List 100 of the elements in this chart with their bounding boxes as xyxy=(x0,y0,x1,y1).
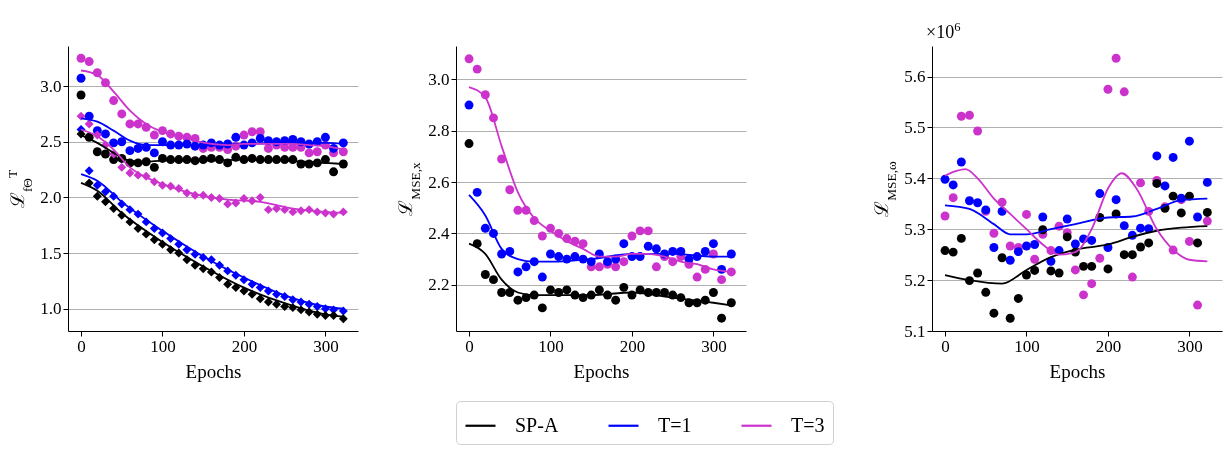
point xyxy=(1168,191,1178,201)
point xyxy=(1062,214,1072,224)
point xyxy=(562,285,572,295)
point xyxy=(700,246,710,256)
point xyxy=(84,57,94,67)
y-tick-label: 3.0 xyxy=(40,76,62,96)
point xyxy=(692,272,702,282)
point xyxy=(1136,223,1146,233)
point xyxy=(464,54,474,64)
point xyxy=(1103,84,1113,94)
point xyxy=(117,137,127,147)
point xyxy=(84,166,94,176)
point xyxy=(513,295,523,305)
x-tick-label: 0 xyxy=(465,336,474,356)
point xyxy=(247,127,257,137)
point xyxy=(125,168,135,178)
point xyxy=(989,243,999,252)
point xyxy=(320,132,330,142)
point xyxy=(1087,235,1097,245)
point xyxy=(594,285,604,295)
point xyxy=(263,297,273,307)
point xyxy=(651,244,661,254)
point xyxy=(117,162,127,172)
point xyxy=(1193,300,1203,310)
point xyxy=(84,119,94,129)
point xyxy=(1013,293,1023,303)
point xyxy=(133,119,143,129)
point xyxy=(611,295,621,305)
point xyxy=(717,313,727,323)
point xyxy=(1136,242,1146,252)
point xyxy=(472,187,482,197)
point xyxy=(1202,216,1212,226)
legend-label: T=3 xyxy=(791,413,825,436)
point xyxy=(1202,207,1212,217)
point xyxy=(635,226,645,236)
point xyxy=(997,253,1007,263)
x-tick-label: 200 xyxy=(619,336,646,356)
point xyxy=(117,109,127,119)
point xyxy=(627,231,637,241)
point xyxy=(1030,265,1040,275)
point xyxy=(464,139,474,149)
point xyxy=(537,272,547,282)
y-tick-label: 2.6 xyxy=(428,172,450,192)
point xyxy=(1160,181,1170,191)
point xyxy=(956,233,966,243)
point xyxy=(125,119,135,129)
point xyxy=(546,285,555,295)
x-tick-label: 200 xyxy=(1095,336,1122,356)
point xyxy=(505,288,515,297)
point xyxy=(505,185,515,195)
point xyxy=(965,196,974,206)
point xyxy=(1152,151,1162,161)
x-tick-label: 100 xyxy=(150,336,176,356)
point xyxy=(708,239,718,249)
point xyxy=(594,262,604,272)
x-axis-title: Epochs xyxy=(185,360,242,382)
point xyxy=(1111,53,1121,63)
point xyxy=(546,249,555,259)
point xyxy=(92,147,102,157)
point xyxy=(497,288,507,297)
point xyxy=(973,268,983,278)
point xyxy=(149,162,159,172)
point xyxy=(304,148,314,158)
point xyxy=(948,193,958,203)
point xyxy=(521,262,531,272)
point xyxy=(272,204,282,214)
point xyxy=(619,257,629,267)
point xyxy=(611,262,621,272)
y-tick-label: 1.5 xyxy=(40,243,62,263)
point xyxy=(480,270,490,279)
point xyxy=(101,187,110,197)
x-tick-label: 0 xyxy=(77,336,86,356)
point xyxy=(1193,238,1203,248)
point xyxy=(464,100,474,110)
point xyxy=(989,228,999,238)
point xyxy=(149,148,159,158)
point xyxy=(1079,290,1088,300)
x-axis-title: Epochs xyxy=(573,360,630,382)
point xyxy=(940,246,950,256)
point xyxy=(956,157,966,167)
x-tick-label: 300 xyxy=(701,336,727,356)
legend-label: SP-A xyxy=(515,413,559,436)
point xyxy=(537,303,547,313)
point xyxy=(578,239,588,249)
point xyxy=(1087,261,1097,271)
point xyxy=(717,275,727,285)
legend-label: T=1 xyxy=(658,413,692,436)
point xyxy=(1062,232,1072,242)
y-tick-label: 2.5 xyxy=(40,132,62,152)
point xyxy=(940,211,950,221)
y-tick-label: 2.4 xyxy=(428,223,450,243)
x-tick-label: 300 xyxy=(313,336,339,356)
x-tick-label: 0 xyxy=(941,336,950,356)
point xyxy=(338,306,348,316)
y-tick-label: 2.2 xyxy=(428,275,450,295)
point xyxy=(940,174,950,184)
point xyxy=(973,126,983,136)
point xyxy=(1038,212,1048,222)
y-tick-label: 5.1 xyxy=(904,321,926,341)
point xyxy=(1103,264,1113,274)
